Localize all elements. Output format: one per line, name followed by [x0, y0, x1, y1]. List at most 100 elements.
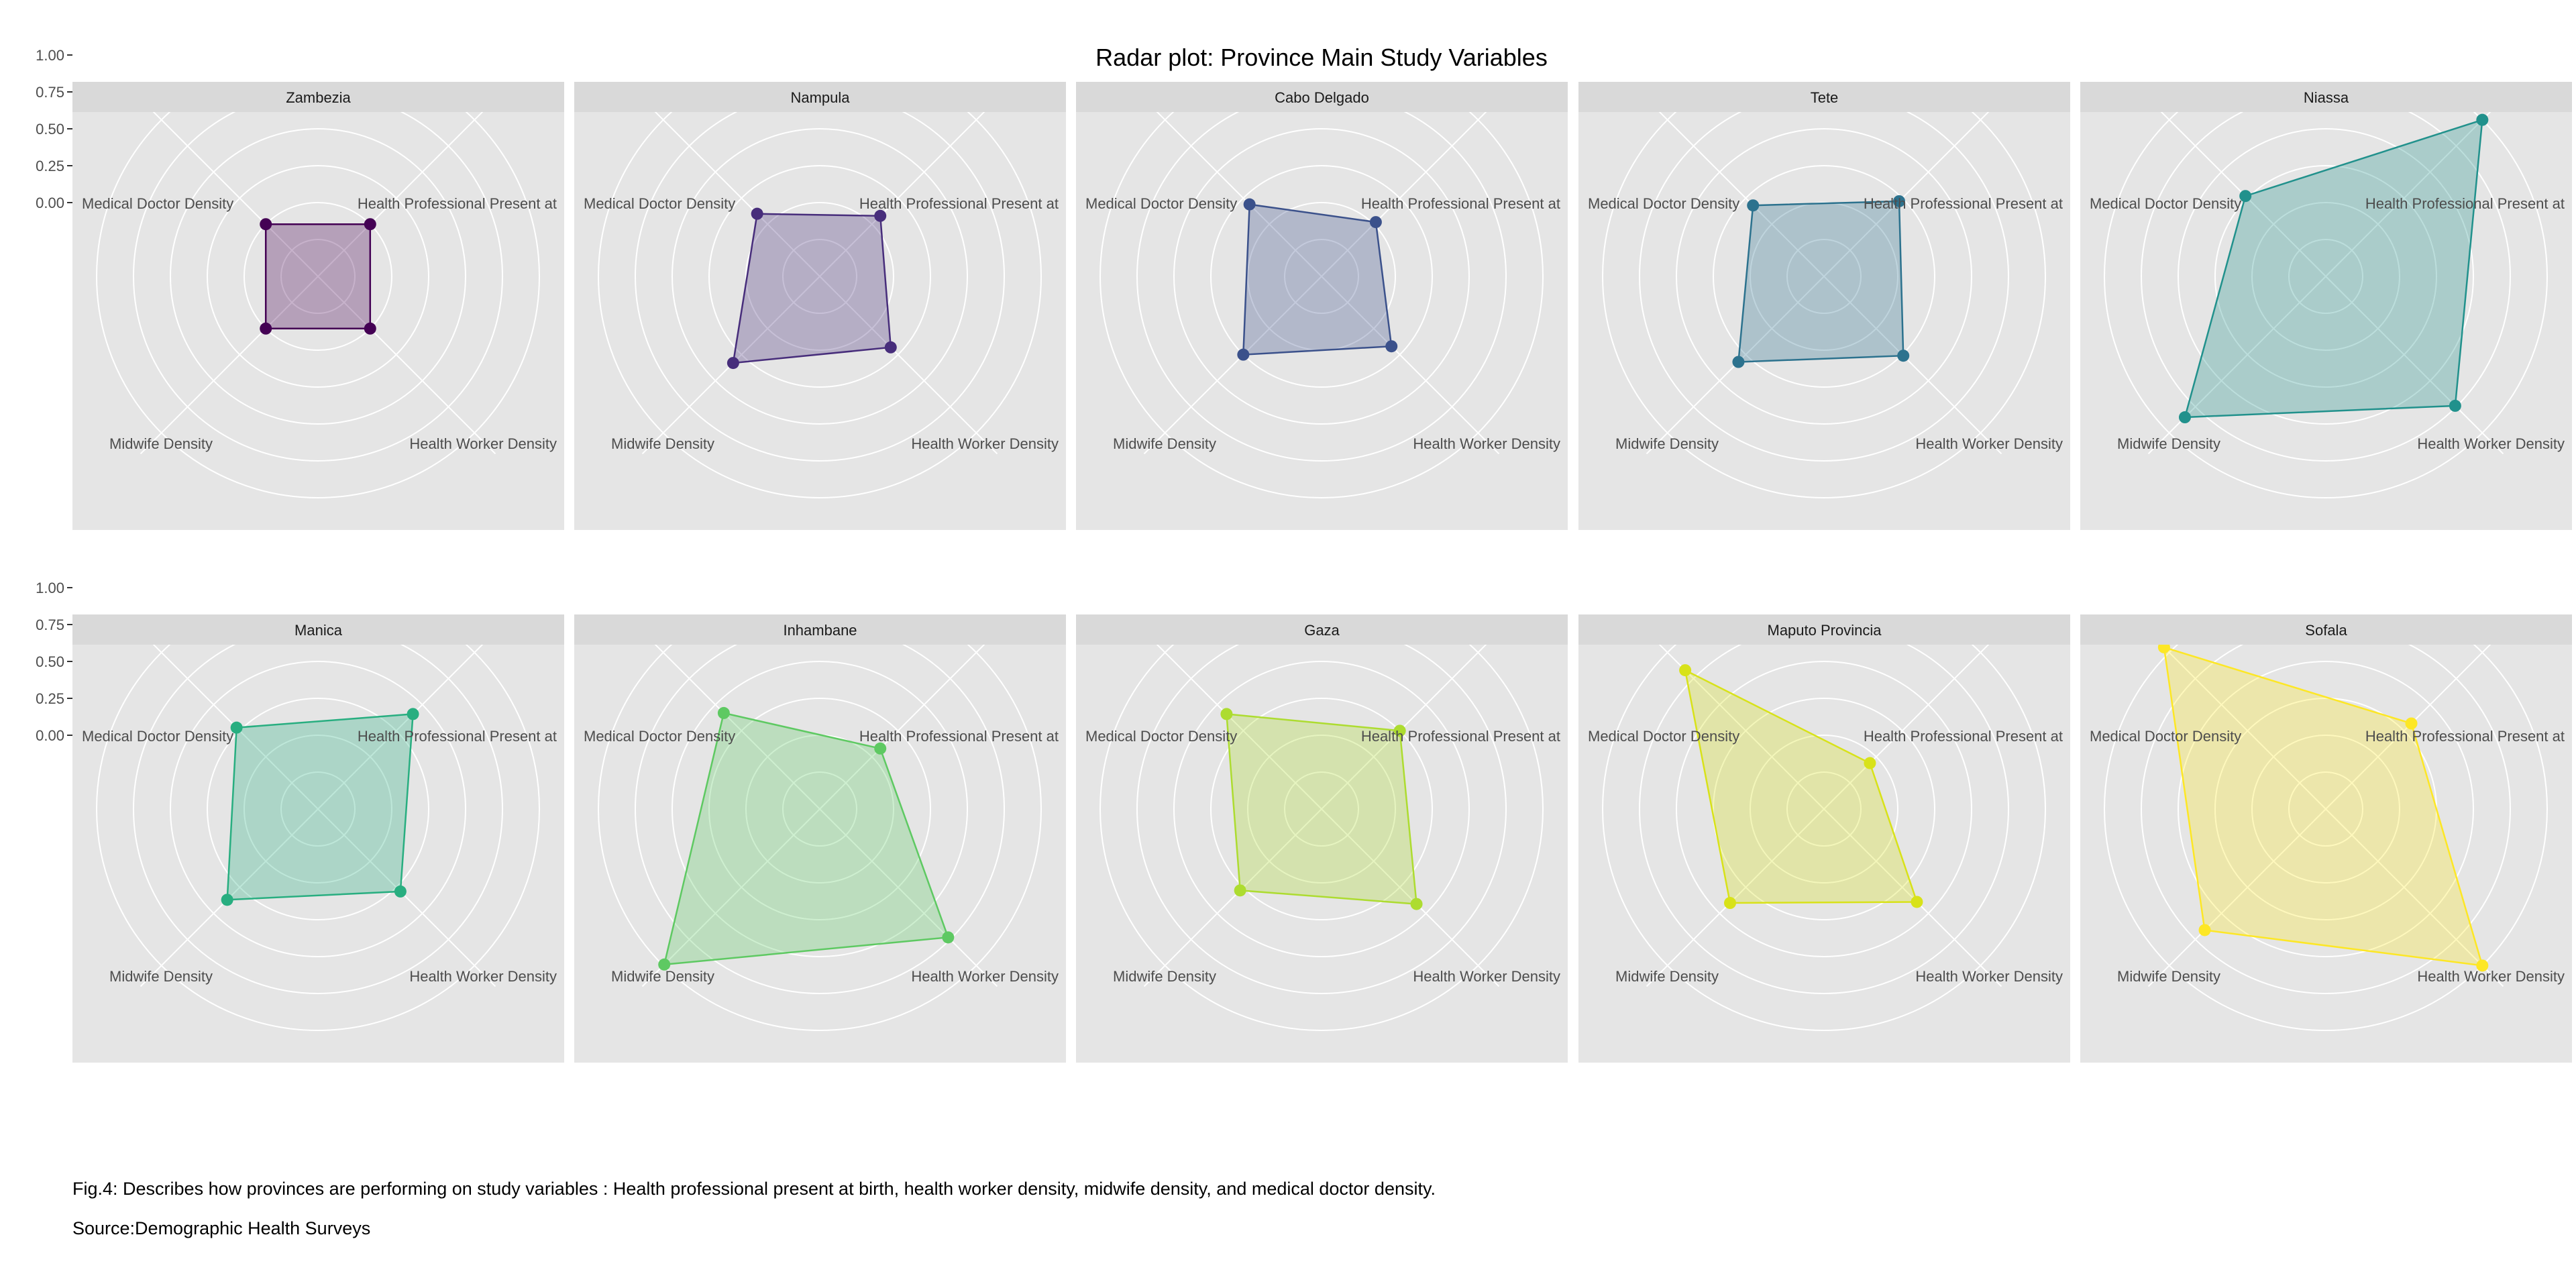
axis-label: Midwife Density [109, 435, 213, 452]
grid-circle [2141, 645, 2511, 994]
axis-label: Health Worker Density [409, 968, 557, 985]
axis-label: Health Worker Density [2417, 968, 2565, 985]
radial-tick-label: 1.00 [36, 47, 64, 64]
panel-plot-area [2104, 112, 2548, 498]
panel-background [574, 82, 1066, 530]
grid-circle [1676, 661, 1972, 957]
axis-label: Midwife Density [1615, 968, 1719, 985]
data-point-4 [1679, 664, 1692, 677]
grid-spoke [1321, 112, 1487, 277]
axis-label: Health Professional Present at [859, 195, 1059, 212]
grid-circle [1639, 112, 2009, 462]
grid-circle [2288, 771, 2363, 847]
grid-circle [1639, 645, 2009, 994]
panel-plot-area [96, 112, 540, 498]
radar-panel-cabo-delgado: Cabo Delgado Health Professional Present … [1076, 82, 1568, 530]
axis-label: Medical Doctor Density [82, 728, 233, 745]
data-polygon [1737, 200, 1904, 363]
data-point-2 [364, 322, 376, 335]
grid-spoke [152, 112, 319, 277]
axis-label: Midwife Density [109, 968, 213, 985]
data-point-3 [1237, 348, 1250, 361]
grid-spoke [1156, 645, 1322, 810]
radar-chart: Radar plot: Province Main Study Variable… [36, 44, 2572, 1063]
grid-circle [1247, 735, 1396, 883]
axis-label: Medical Doctor Density [1085, 728, 1237, 745]
panel-background [574, 614, 1066, 1063]
panel-plot-area [2104, 645, 2548, 1031]
data-point-4 [230, 721, 243, 734]
grid-circle [207, 698, 429, 920]
axis-label: Midwife Density [1113, 968, 1216, 985]
axis-label: Health Professional Present at [358, 195, 557, 212]
grid-spoke [2160, 645, 2326, 810]
panel-strip [1578, 614, 2070, 645]
data-point-2 [884, 341, 897, 354]
data-point-1 [1369, 216, 1382, 229]
data-point-1 [1393, 724, 1406, 737]
data-point-2 [394, 885, 407, 898]
radial-tick-label: 1.00 [36, 580, 64, 596]
grid-circle [1210, 698, 1433, 920]
grid-circle [1786, 771, 1862, 847]
data-point-2 [1897, 350, 1910, 362]
panel-background [1578, 82, 2070, 530]
axis-label: Health Professional Present at [2365, 728, 2565, 745]
data-point-3 [2198, 924, 2211, 936]
radar-panel-nampula: Nampula Health Professional Present at Hea… [574, 82, 1066, 530]
radar-panel-manica: Manica Health Professional Present at Heal… [36, 580, 564, 1063]
axis-label: Health Professional Present at [1864, 195, 2063, 212]
axis-label: Midwife Density [2117, 435, 2220, 452]
data-point-1 [407, 708, 419, 720]
grid-circle [782, 239, 857, 314]
panel-plot-area [96, 645, 540, 1031]
grid-spoke [1658, 112, 1825, 277]
data-point-1 [874, 209, 887, 222]
grid-circle [598, 645, 1042, 1031]
grid-spoke [1321, 645, 1487, 810]
data-polygon [1242, 203, 1393, 356]
data-point-2 [1911, 896, 1923, 908]
panel-strip [574, 614, 1066, 645]
grid-spoke [2325, 112, 2491, 277]
axis-label: Medical Doctor Density [82, 195, 233, 212]
radar-panel-gaza: Gaza Health Professional Present at Health… [1076, 614, 1568, 1063]
grid-circle [1099, 112, 1544, 498]
grid-spoke [654, 112, 820, 277]
grid-circle [1786, 239, 1862, 314]
axis-label: Health Worker Density [911, 968, 1059, 985]
data-point-3 [221, 894, 233, 906]
radar-panel-inhambane: Inhambane Health Professional Present at H… [574, 614, 1066, 1063]
axis-label: Midwife Density [611, 968, 714, 985]
grid-circle [2178, 661, 2474, 957]
grid-spoke [641, 808, 820, 987]
grid-circle [1099, 645, 1544, 1031]
grid-spoke [1321, 276, 1500, 455]
grid-spoke [654, 645, 820, 810]
grid-circle [133, 645, 503, 994]
radial-tick-label: 0.00 [36, 727, 64, 744]
radar-panel-niassa: Niassa Health Professional Present at Heal… [2080, 82, 2572, 530]
grid-spoke [819, 645, 985, 810]
axis-label: Health Professional Present at [1864, 728, 2063, 745]
panel-background [1076, 82, 1568, 530]
axis-label: Health Worker Density [911, 435, 1059, 452]
grid-circle [96, 112, 540, 498]
grid-circle [1602, 645, 2046, 1031]
data-point-4 [2157, 645, 2170, 653]
radial-tick-label: 0.50 [36, 653, 64, 670]
data-point-1 [874, 742, 887, 755]
panel-strip-label: Sofala [2305, 622, 2347, 639]
grid-spoke [1646, 808, 1825, 987]
data-polygon [732, 213, 892, 364]
axis-label: Health Professional Present at [1361, 728, 1560, 745]
grid-circle [1173, 661, 1470, 957]
grid-spoke [317, 808, 496, 987]
grid-circle [2141, 112, 2511, 462]
panel-background [1578, 614, 2070, 1063]
axis-label: Health Professional Present at [358, 728, 557, 745]
grid-spoke [317, 112, 484, 277]
axis-label: Health Worker Density [1413, 435, 1560, 452]
data-point-4 [2239, 190, 2252, 203]
panel-strip-label: Tete [1811, 89, 1839, 106]
